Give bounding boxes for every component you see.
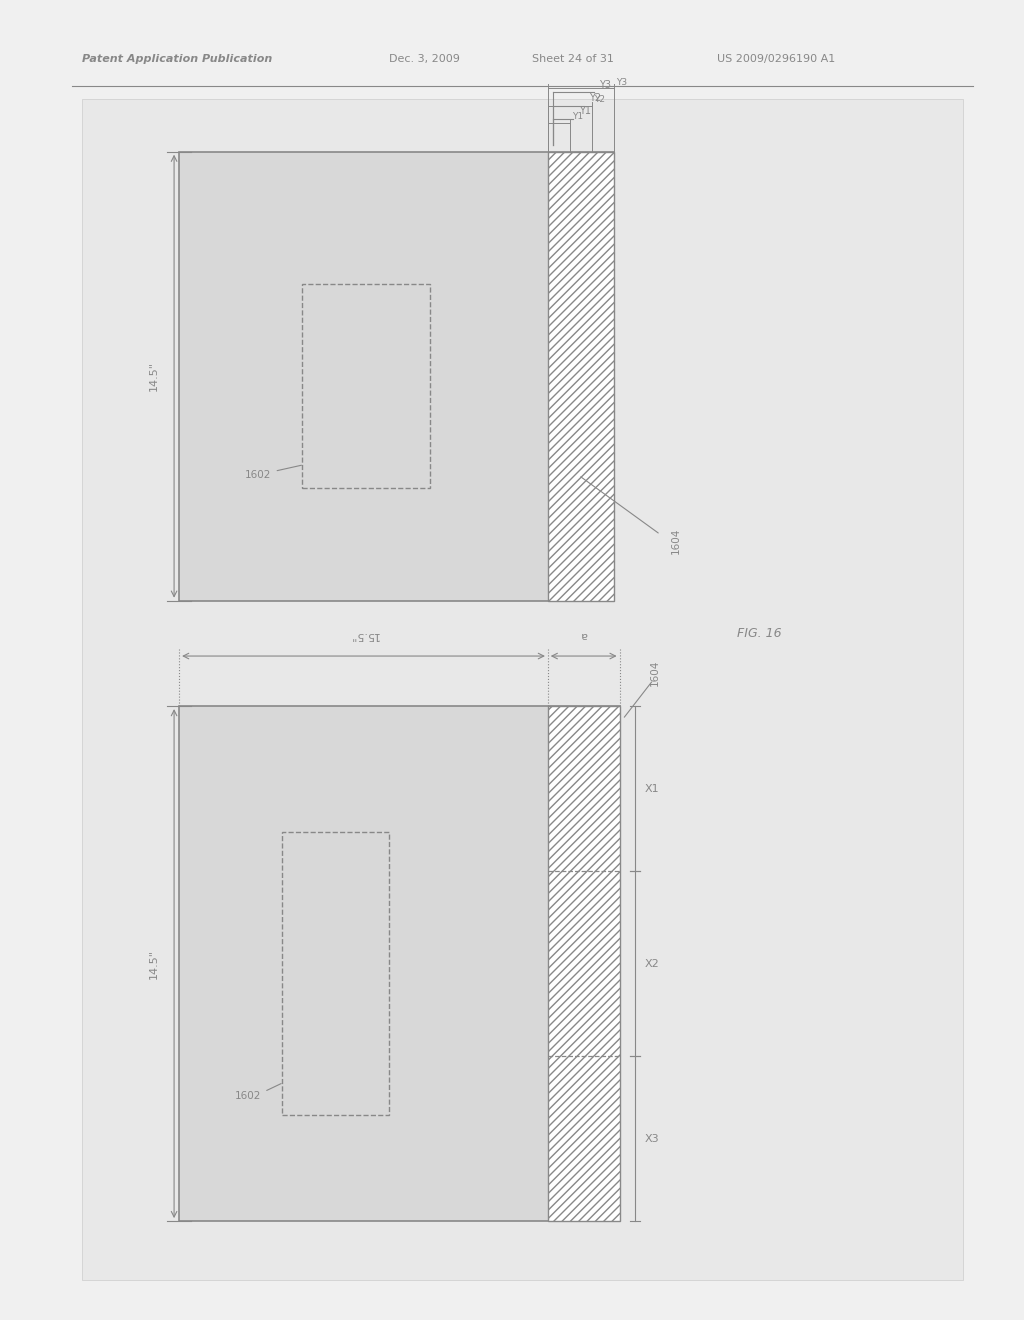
Text: Y3: Y3 [616,78,628,87]
Bar [282,832,389,1115]
Text: 14.5": 14.5" [148,949,159,978]
Bar [548,706,620,1221]
Text: X3: X3 [645,1134,659,1143]
Text: Y3: Y3 [599,79,611,90]
Text: Dec. 3, 2009: Dec. 3, 2009 [389,54,460,65]
Text: a: a [581,630,587,640]
Bar [179,152,614,601]
Text: FIG. 16: FIG. 16 [737,627,782,640]
Text: Y1: Y1 [571,112,583,121]
Bar [179,706,620,1221]
Text: X2: X2 [645,958,659,969]
Bar [548,152,614,601]
Text: Sheet 24 of 31: Sheet 24 of 31 [532,54,614,65]
Bar [82,99,963,1280]
Bar [302,284,430,488]
Text: 15.5": 15.5" [348,630,379,640]
Text: 1602: 1602 [245,470,271,480]
Text: Patent Application Publication: Patent Application Publication [82,54,272,65]
Text: Y2: Y2 [589,92,601,103]
Text: 1604: 1604 [671,528,681,554]
Text: 1602: 1602 [234,1090,261,1101]
Text: X1: X1 [645,784,659,793]
Text: Y1: Y1 [579,106,591,116]
Text: 1604: 1604 [650,660,660,686]
Text: Y2: Y2 [595,95,605,104]
Text: US 2009/0296190 A1: US 2009/0296190 A1 [717,54,835,65]
Text: 14.5": 14.5" [148,362,159,391]
